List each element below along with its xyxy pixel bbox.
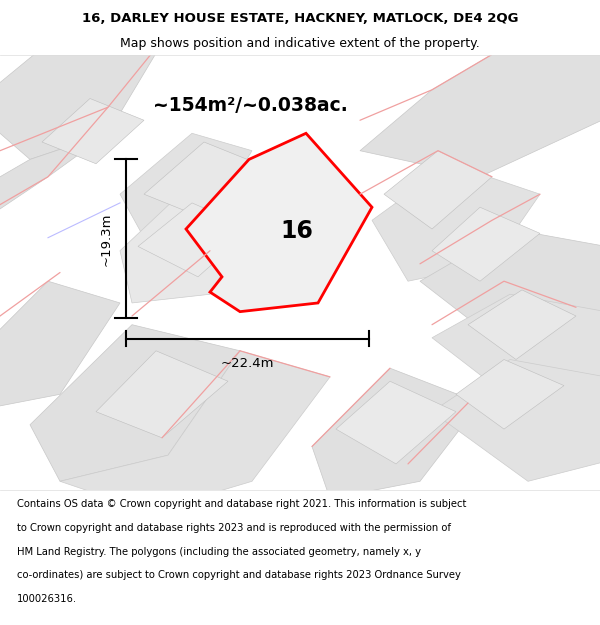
Polygon shape <box>60 351 330 512</box>
Polygon shape <box>336 381 456 464</box>
Text: HM Land Registry. The polygons (including the associated geometry, namely x, y: HM Land Registry. The polygons (includin… <box>17 547 421 557</box>
Polygon shape <box>432 359 600 481</box>
Polygon shape <box>432 208 540 281</box>
Polygon shape <box>30 325 240 481</box>
Text: 16, DARLEY HOUSE ESTATE, HACKNEY, MATLOCK, DE4 2QG: 16, DARLEY HOUSE ESTATE, HACKNEY, MATLOC… <box>82 12 518 25</box>
Polygon shape <box>0 33 168 159</box>
Polygon shape <box>144 142 258 216</box>
Text: Contains OS data © Crown copyright and database right 2021. This information is : Contains OS data © Crown copyright and d… <box>17 499 466 509</box>
Text: Map shows position and indicative extent of the property.: Map shows position and indicative extent… <box>120 38 480 51</box>
Polygon shape <box>312 368 480 499</box>
Polygon shape <box>468 290 576 359</box>
Polygon shape <box>120 194 252 303</box>
Polygon shape <box>432 294 600 412</box>
Text: co-ordinates) are subject to Crown copyright and database rights 2023 Ordnance S: co-ordinates) are subject to Crown copyr… <box>17 571 461 581</box>
Polygon shape <box>0 133 108 229</box>
Polygon shape <box>42 99 144 164</box>
Text: ~19.3m: ~19.3m <box>100 212 113 266</box>
Polygon shape <box>420 229 600 351</box>
Text: ~22.4m: ~22.4m <box>221 357 274 370</box>
Polygon shape <box>372 164 540 281</box>
Polygon shape <box>96 351 228 438</box>
Polygon shape <box>360 33 600 177</box>
Polygon shape <box>138 203 252 277</box>
Polygon shape <box>456 359 564 429</box>
Polygon shape <box>186 133 372 312</box>
Polygon shape <box>120 133 252 238</box>
Polygon shape <box>384 151 492 229</box>
Text: ~154m²/~0.038ac.: ~154m²/~0.038ac. <box>153 96 348 114</box>
Text: to Crown copyright and database rights 2023 and is reproduced with the permissio: to Crown copyright and database rights 2… <box>17 523 451 533</box>
Text: 100026316.: 100026316. <box>17 594 77 604</box>
Polygon shape <box>0 281 120 412</box>
Text: 16: 16 <box>281 219 313 243</box>
